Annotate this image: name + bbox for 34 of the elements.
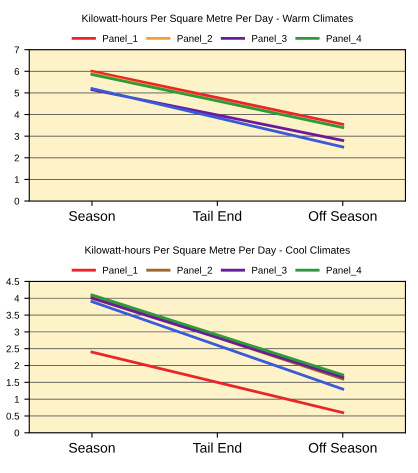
y-tick-label: 5	[14, 90, 20, 97]
y-tick-label: 2	[14, 154, 20, 162]
x-tick-label: Season	[69, 442, 115, 453]
y-tick-label: 1.5	[6, 379, 20, 386]
legend-label: Panel_3	[252, 34, 287, 44]
chart-title: Kilowatt-hours Per Square Metre Per Day - Cool Climates	[85, 246, 350, 256]
y-tick-label: 1	[14, 176, 20, 183]
y-tick-label: 1	[14, 396, 20, 403]
legend-label: Panel_4	[326, 34, 362, 44]
legend-label: Panel_4	[326, 266, 362, 276]
y-tick-label: 0	[14, 430, 20, 436]
y-tick-label: 0	[14, 198, 20, 205]
x-tick-label: Off Season	[308, 210, 376, 221]
y-tick-label: 7	[14, 46, 20, 54]
y-tick-label: 2	[14, 362, 20, 370]
x-tick-label: Off Season	[308, 442, 376, 453]
y-tick-label: 2.5	[6, 345, 20, 352]
y-tick-label: 4	[14, 111, 20, 118]
x-tick-label: Tail End	[192, 442, 242, 453]
x-tick-label: Season	[69, 211, 115, 221]
y-tick-label: 4.5	[6, 278, 20, 286]
legend-label: Panel_2	[178, 34, 212, 44]
y-tick-label: 3	[14, 328, 20, 336]
y-tick-label: 4	[14, 295, 20, 302]
y-tick-label: 3.5	[6, 312, 20, 319]
x-tick-label: Tail End	[192, 210, 242, 221]
legend-label: Panel_1	[103, 34, 138, 44]
y-tick-label: 6	[14, 68, 20, 75]
y-tick-label: 3	[14, 132, 20, 140]
y-tick-label: 0.5	[6, 412, 20, 420]
legend-label: Panel_1	[103, 266, 138, 276]
chart-title: Kilowatt-hours Per Square Metre Per Day - Warm Climates	[82, 14, 353, 24]
legend-label: Panel_2	[178, 266, 212, 276]
legend-label: Panel_3	[252, 266, 287, 276]
